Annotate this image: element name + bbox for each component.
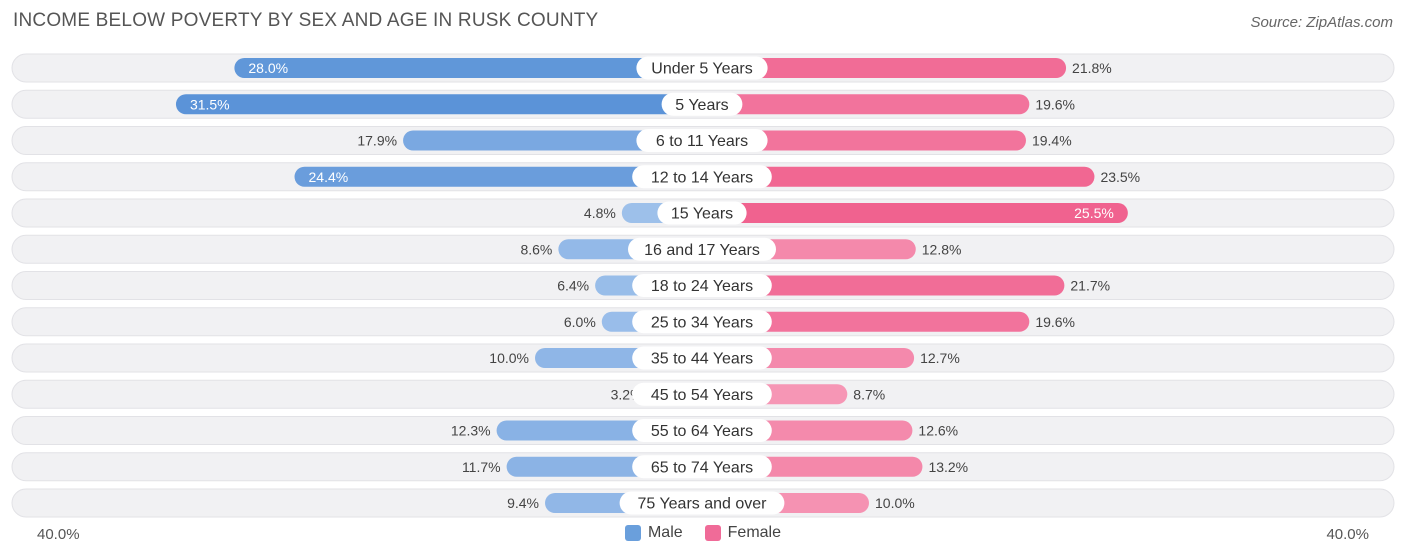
category-label-background: [636, 56, 768, 80]
female-bar: [702, 275, 1065, 296]
category-label-background: [657, 201, 747, 225]
chart-title: INCOME BELOW POVERTY BY SEX AND AGE IN R…: [13, 10, 599, 31]
female-value-label: 12.8%: [922, 241, 962, 257]
legend-swatch-female: [704, 525, 721, 541]
category-label: 12 to 14 Years: [651, 169, 753, 186]
category-label-background: [632, 419, 772, 442]
axis-right-label: 40.0%: [1326, 526, 1369, 543]
female-value-label: 12.7%: [920, 350, 960, 366]
legend: Male Female: [0, 524, 1406, 542]
category-label-background: [632, 165, 772, 189]
source-label: Source: ZipAtlas.com: [1250, 14, 1393, 31]
category-label-background: [661, 92, 743, 116]
female-bar: [702, 166, 1095, 187]
category-label: 15 Years: [671, 206, 733, 223]
male-value-label: 8.6%: [520, 241, 552, 257]
male-bar: [234, 58, 702, 78]
category-label: Under 5 Years: [651, 61, 752, 78]
male-value-label: 17.9%: [357, 133, 397, 149]
category-label: 6 to 11 Years: [656, 133, 748, 150]
male-bar: [403, 130, 702, 151]
male-value-label: 6.4%: [557, 278, 589, 294]
axis-left-label: 40.0%: [37, 526, 80, 543]
category-label-background: [628, 237, 776, 261]
category-label-background: [632, 382, 772, 406]
category-label: 5 Years: [675, 97, 728, 114]
female-value-label: 21.7%: [1070, 278, 1110, 294]
legend-item-female: Female: [704, 524, 782, 542]
male-value-label: 24.4%: [309, 169, 349, 185]
legend-label-female: Female: [727, 524, 782, 541]
category-label: 35 to 44 Years: [651, 351, 753, 368]
category-label: 65 to 74 Years: [651, 459, 753, 476]
female-bar: [702, 311, 1030, 332]
category-label-background: [632, 310, 772, 334]
female-value-label: 25.5%: [1074, 205, 1114, 221]
male-bar: [294, 166, 702, 187]
male-bar: [175, 94, 702, 115]
category-label-background: [632, 346, 772, 370]
female-bar: [702, 58, 1067, 78]
category-label-background: [636, 129, 768, 152]
category-label: 45 to 54 Years: [651, 387, 753, 404]
category-label-background: [632, 274, 772, 297]
female-value-label: 19.4%: [1032, 133, 1072, 149]
female-bar: [702, 203, 1128, 223]
male-value-label: 4.8%: [584, 205, 616, 221]
female-value-label: 10.0%: [875, 495, 915, 511]
male-value-label: 11.7%: [462, 459, 501, 475]
female-value-label: 19.6%: [1035, 314, 1075, 330]
legend-label-male: Male: [647, 524, 683, 541]
male-value-label: 9.4%: [507, 495, 539, 511]
male-value-label: 28.0%: [248, 60, 288, 76]
category-label-background: [632, 455, 772, 479]
category-label: 18 to 24 Years: [651, 278, 753, 295]
legend-swatch-male: [624, 525, 641, 541]
female-value-label: 8.7%: [853, 386, 885, 402]
legend-item-male: Male: [624, 524, 683, 542]
category-label-background: [619, 491, 785, 515]
female-value-label: 12.6%: [918, 423, 958, 439]
male-value-label: 10.0%: [489, 350, 529, 366]
category-label: 25 to 34 Years: [651, 314, 753, 331]
female-value-label: 21.8%: [1072, 60, 1112, 76]
male-value-label: 6.0%: [564, 314, 596, 330]
category-label: 75 Years and over: [638, 496, 768, 513]
female-value-label: 19.6%: [1035, 96, 1075, 112]
female-value-label: 23.5%: [1100, 169, 1140, 185]
female-bar: [702, 130, 1026, 151]
category-label: 16 and 17 Years: [644, 242, 760, 259]
male-value-label: 12.3%: [451, 423, 491, 439]
female-value-label: 13.2%: [928, 459, 968, 475]
category-label: 55 to 64 Years: [651, 423, 753, 440]
male-value-label: 31.5%: [190, 96, 230, 112]
female-bar: [702, 94, 1030, 115]
